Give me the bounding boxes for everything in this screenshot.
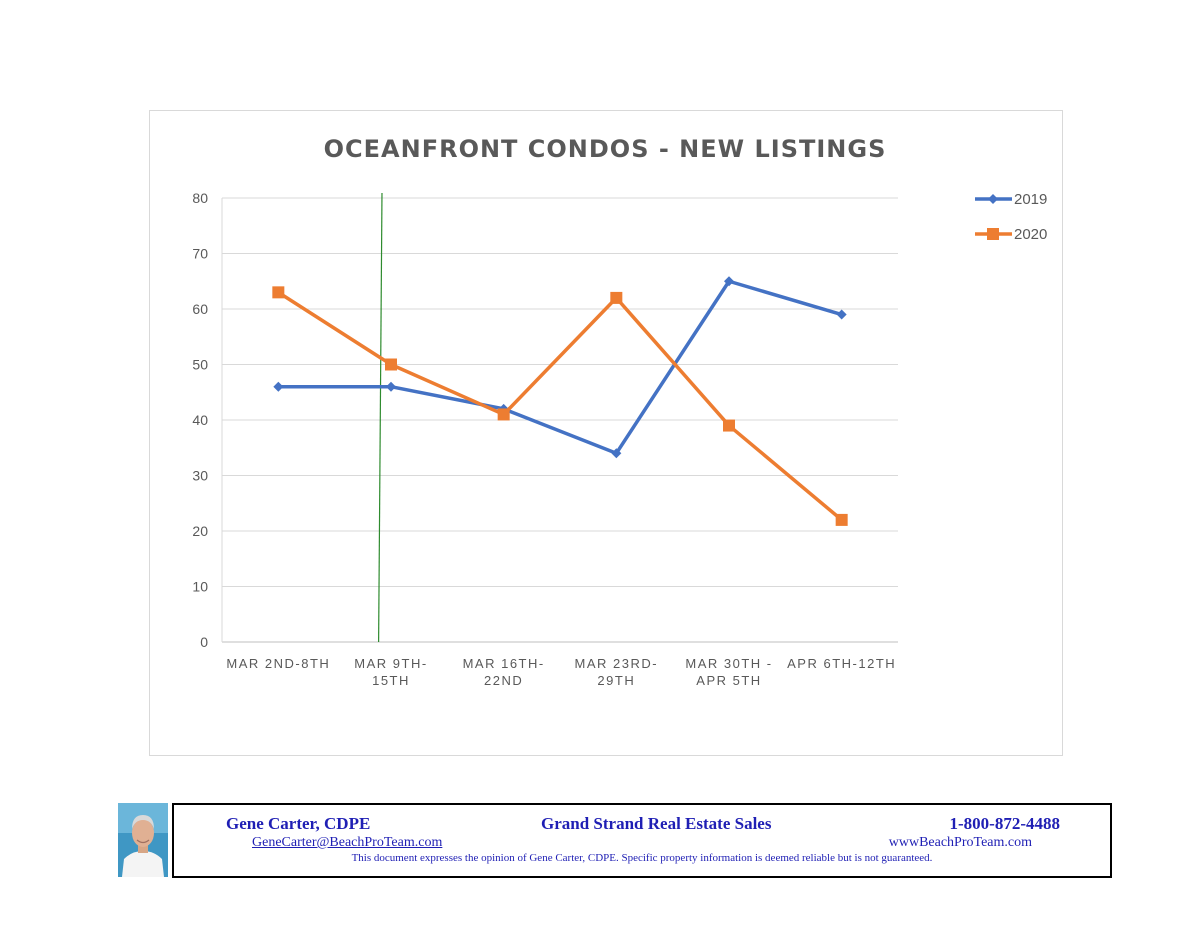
y-tick-label: 70: [192, 246, 208, 262]
data-point-2019: [273, 381, 284, 392]
y-tick-label: 40: [192, 412, 208, 428]
disclaimer-text: This document expresses the opinion of G…: [351, 852, 933, 864]
data-point-2019: [386, 381, 396, 392]
y-tick-label: 60: [192, 301, 208, 317]
data-point-2020: [610, 291, 623, 304]
series-line-2020: [277, 290, 843, 522]
agent-photo: [118, 803, 168, 877]
y-tick-label: 30: [192, 468, 208, 484]
chart-grid: 0 10 20 30 40 50 60 70 80 MAR 2ND-8TH MAR 9TH-15TH…: [192, 190, 898, 688]
data-point-2019: [724, 276, 734, 287]
x-tick-label: MAR 23RD-29TH: [575, 656, 659, 688]
agent-name: Gene Carter, CDPE: [226, 814, 371, 833]
chart-series: [272, 276, 848, 526]
legend-label-2019: 2019: [1014, 191, 1047, 208]
vertical-marker-line: [378, 192, 383, 643]
data-point-2020: [272, 286, 285, 299]
y-tick-label: 80: [192, 190, 208, 206]
legend-label-2020: 2020: [1014, 226, 1047, 243]
y-tick-label: 20: [192, 523, 208, 539]
x-tick-label: MAR 16TH-22ND: [463, 656, 545, 688]
chart-legend: 2019 2020: [975, 191, 1047, 243]
data-point-2020: [835, 513, 848, 526]
x-tick-label: APR 6TH-12TH: [787, 656, 896, 671]
x-tick-label: MAR 2ND-8TH: [226, 656, 330, 671]
y-tick-label: 10: [192, 579, 208, 595]
data-point-2020: [723, 419, 735, 432]
chart-annotations: [378, 192, 383, 643]
website-text: wwwBeachProTeam.com: [888, 835, 1032, 850]
data-point-2019: [836, 309, 847, 320]
x-tick-label: MAR 9TH-15TH: [354, 656, 427, 688]
email-link[interactable]: GeneCarter@BeachProTeam.com: [252, 835, 443, 850]
footer-contact-box: Gene Carter, CDPE Grand Strand Real Esta…: [172, 803, 1112, 878]
line-chart: OCEANFRONT CONDOS - NEW LISTINGS 0 10 20 30…: [192, 135, 1047, 688]
data-point-2019: [611, 448, 622, 459]
data-point-2020: [385, 358, 397, 371]
phone-number: 1-800-872-4488: [949, 814, 1060, 833]
company-name: Grand Strand Real Estate Sales: [541, 814, 772, 833]
chart-title: OCEANFRONT CONDOS - NEW LISTINGS: [324, 135, 887, 163]
data-point-2020: [497, 408, 510, 421]
legend-marker-2019: [988, 194, 998, 204]
x-tick-label: MAR 30TH -APR 5TH: [685, 656, 772, 688]
chart-frame: OCEANFRONT CONDOS - NEW LISTINGS 0 10 20 30…: [149, 110, 1063, 756]
y-tick-label: 50: [192, 357, 208, 373]
series-line-2019: [278, 279, 843, 456]
y-tick-label: 0: [200, 634, 208, 650]
legend-marker-2020: [987, 228, 999, 240]
